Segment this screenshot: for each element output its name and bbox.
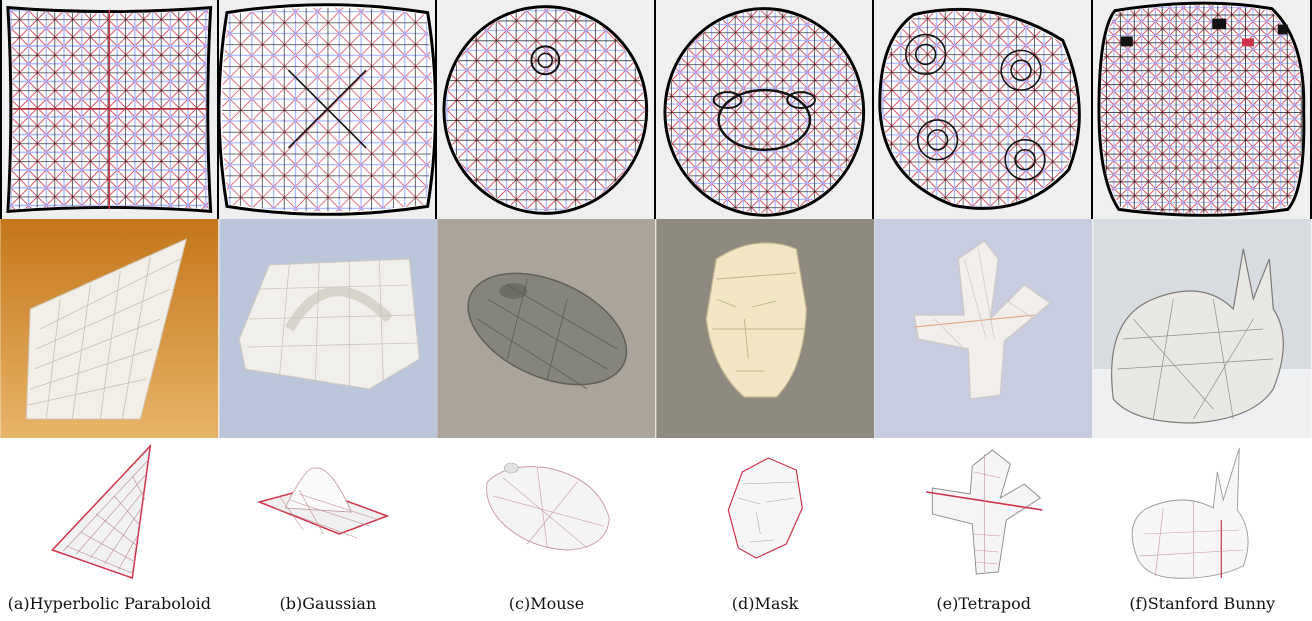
photo-a-drawing (0, 219, 219, 438)
crease-pattern-a-drawing (6, 6, 213, 213)
crease-pattern-hyperbolic-paraboloid (0, 0, 219, 219)
crease-pattern-f-drawing (1097, 1, 1306, 217)
model-f-drawing (1131, 447, 1249, 579)
folded-photo-row (0, 219, 1312, 438)
photo-d-drawing (656, 219, 875, 438)
model-mouse (437, 438, 656, 586)
photo-gaussian (218, 219, 438, 438)
crease-pattern-c-drawing (442, 5, 649, 215)
model-hyperbolic-paraboloid (0, 438, 219, 586)
photo-hyperbolic-paraboloid (0, 219, 219, 438)
model-mask (655, 438, 875, 586)
crease-pattern-mask (655, 0, 875, 219)
crease-pattern-d-drawing (663, 7, 865, 217)
crease-pattern-b-drawing (218, 3, 436, 216)
model-stanford-bunny (1092, 438, 1312, 586)
model-b-drawing (256, 467, 390, 539)
crease-pattern-gaussian (218, 0, 438, 219)
photo-c-drawing (437, 219, 656, 438)
crease-pattern-mouse (437, 0, 656, 219)
crease-pattern-tetrapod (874, 0, 1093, 219)
crease-pattern-row (0, 0, 1312, 219)
caption-gaussian: (b)Gaussian (279, 594, 377, 613)
model-row (0, 438, 1312, 586)
caption-row: (a)Hyperbolic Paraboloid (b)Gaussian (c)… (0, 586, 1312, 621)
photo-mouse (437, 219, 656, 438)
model-gaussian (218, 438, 438, 586)
model-e-drawing (926, 449, 1043, 575)
photo-mask (656, 219, 875, 438)
model-tetrapod (874, 438, 1093, 586)
caption-mask: (d)Mask (731, 594, 799, 613)
model-a-drawing (50, 443, 152, 580)
photo-stanford-bunny (1093, 219, 1312, 438)
photo-f-drawing (1093, 219, 1312, 438)
crease-pattern-e-drawing (878, 7, 1082, 210)
photo-tetrapod (874, 219, 1093, 438)
photo-e-drawing (874, 219, 1093, 438)
caption-stanford-bunny: (f)Stanford Bunny (1129, 594, 1276, 613)
model-c-drawing (486, 462, 610, 551)
model-d-drawing (727, 457, 803, 559)
caption-hyperbolic-paraboloid: (a)Hyperbolic Paraboloid (7, 594, 211, 613)
caption-tetrapod: (e)Tetrapod (936, 594, 1031, 613)
caption-mouse: (c)Mouse (508, 594, 585, 613)
photo-b-drawing (218, 219, 437, 438)
crease-pattern-stanford-bunny (1092, 0, 1312, 219)
